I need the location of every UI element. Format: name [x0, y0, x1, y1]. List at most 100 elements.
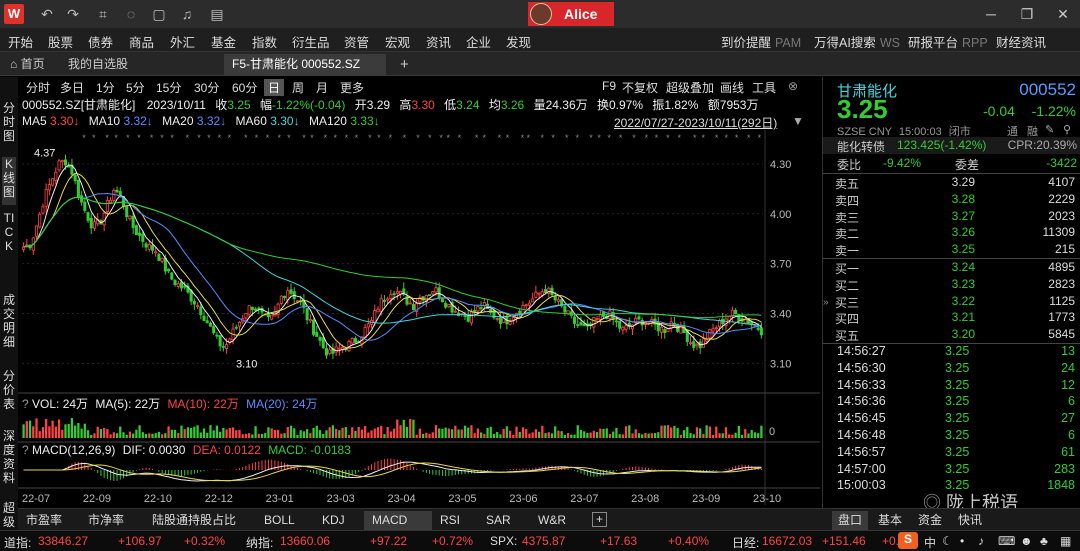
bid-row[interactable]: 买一 3.24 4895	[835, 260, 1075, 277]
indicator-hk-holding[interactable]: 陆股通持股占比	[152, 513, 237, 527]
minimize-icon[interactable]: ─	[986, 6, 996, 22]
f9-button[interactable]: F9	[602, 79, 617, 93]
indicator-rsi[interactable]: RSI	[440, 513, 461, 527]
period-5m[interactable]: 5分	[126, 81, 145, 95]
panel-tab-funds[interactable]: 资金	[918, 513, 943, 527]
menu-item[interactable]: 外汇	[170, 36, 196, 50]
keyboard-icon[interactable]: ⌨	[998, 534, 1016, 548]
menu-item[interactable]: 债券	[88, 36, 114, 50]
period-week[interactable]: 周	[292, 81, 305, 95]
overlay-button[interactable]: 超级叠加	[666, 81, 715, 95]
menu-price-alert[interactable]: 到价提醒 PAM	[721, 36, 802, 50]
shirt-icon[interactable]: ♣	[1040, 534, 1048, 548]
period-30m[interactable]: 30分	[194, 81, 220, 95]
ticker-name[interactable]: SPX:	[490, 534, 518, 548]
menu-item[interactable]: 基金	[211, 36, 237, 50]
add-tab-button[interactable]: +	[400, 56, 409, 73]
close-icon[interactable]: ✕	[1057, 6, 1069, 22]
redo-icon[interactable]: ↷	[67, 6, 79, 22]
grid-icon[interactable]: ▦	[1060, 534, 1072, 548]
tab-trade-detail[interactable]: 成交明细	[2, 293, 15, 349]
period-15m[interactable]: 15分	[156, 81, 182, 95]
menu-item[interactable]: 宏观	[385, 36, 411, 50]
mic-icon[interactable]: ♪	[978, 534, 984, 548]
tools-button[interactable]: 工具	[752, 81, 777, 95]
ticker-name[interactable]: 道指:	[4, 536, 32, 550]
restore-icon[interactable]: ❐	[1020, 6, 1034, 22]
undo-icon[interactable]: ↶	[41, 6, 53, 22]
tab-intraday[interactable]: 分时图	[2, 101, 15, 143]
panel-tab-basic[interactable]: 基本	[878, 513, 903, 527]
ask-row[interactable]: 卖一 3.25 215	[835, 242, 1075, 259]
menu-news[interactable]: 财经资讯	[996, 36, 1047, 50]
ime-logo-icon[interactable]: S	[898, 532, 918, 549]
tab-active-stock[interactable]: F5-甘肃能化 000552.SZ	[224, 54, 386, 75]
menu-ai-search[interactable]: 万得AI搜索 WS	[814, 36, 900, 50]
period-day[interactable]: 日	[264, 79, 285, 96]
menu-item[interactable]: 股票	[48, 36, 74, 50]
range-dropdown-icon[interactable]: ▼	[792, 114, 804, 128]
user-badge[interactable]: Alice	[528, 2, 614, 26]
adjust-button[interactable]: 不复权	[622, 81, 659, 95]
ask-row[interactable]: 卖二 3.26 11309	[835, 225, 1075, 242]
close-panel-icon[interactable]: ⊗	[788, 79, 799, 93]
period-60m[interactable]: 60分	[232, 81, 258, 95]
chat-icon[interactable]: ◌	[126, 6, 136, 22]
menu-item[interactable]: 发现	[506, 36, 532, 50]
document-icon[interactable]: ▤	[210, 6, 224, 22]
menu-item[interactable]: 指数	[252, 36, 278, 50]
menu-item[interactable]: 企业	[466, 36, 492, 50]
tab-price-table[interactable]: 分价表	[2, 369, 15, 411]
edit-icon[interactable]: ✎	[1045, 124, 1055, 136]
bid-row[interactable]: 买二 3.23 2823	[835, 277, 1075, 294]
tab-home[interactable]: ⌂ 首页	[10, 57, 45, 71]
ime-lang[interactable]: 中	[924, 536, 937, 550]
crop-icon[interactable]: ⌗	[99, 6, 107, 22]
menu-item[interactable]: 商品	[129, 36, 155, 50]
period-month[interactable]: 月	[316, 81, 329, 95]
help-icon[interactable]: ?	[22, 397, 29, 411]
square-icon[interactable]: ▢	[152, 6, 166, 22]
ask-row[interactable]: 卖三 3.27 2023	[835, 209, 1075, 226]
date-range[interactable]: 2022/07/27-2023/10/11(292日)	[614, 116, 778, 130]
tab-tick[interactable]: TICK	[3, 211, 15, 253]
indicator-pe[interactable]: 市盈率	[26, 513, 63, 527]
menu-item[interactable]: 资管	[344, 36, 370, 50]
bid-row[interactable]: 买三 3.22 1125	[835, 294, 1075, 311]
period-multi-day[interactable]: 多日	[60, 81, 85, 95]
panel-tab-quote[interactable]: 盘口	[832, 511, 869, 530]
panel-tab-flash[interactable]: 快讯	[958, 513, 983, 527]
bid-row[interactable]: 买四 3.21 1773	[835, 310, 1075, 327]
indicator-sar[interactable]: SAR	[486, 513, 511, 527]
dot-icon[interactable]: •	[960, 534, 965, 548]
bid-row[interactable]: 买五 3.20 5845	[835, 327, 1075, 344]
tab-depth[interactable]: 深度资料	[2, 429, 15, 485]
menu-item[interactable]: 资讯	[426, 36, 452, 50]
draw-line-button[interactable]: 画线	[720, 81, 745, 95]
period-1m[interactable]: 1分	[96, 81, 115, 95]
convertible-row[interactable]: 能化转债 123.425(-1.42%) CPR:20.39%	[823, 137, 1080, 154]
menu-item[interactable]: 衍生品	[292, 36, 330, 50]
ticker-name[interactable]: 纳指:	[246, 536, 274, 550]
period-intraday[interactable]: 分时	[26, 81, 51, 95]
indicator-kdj[interactable]: KDJ	[322, 513, 345, 527]
menu-item[interactable]: 开始	[8, 36, 34, 50]
period-more[interactable]: 更多	[340, 81, 365, 95]
ask-row[interactable]: 卖四 3.28 2229	[835, 192, 1075, 209]
moon-icon[interactable]: ☾	[942, 534, 953, 548]
kline-chart[interactable]: 4.304.003.703.403.104.373.10 22-07 22-09 2…	[18, 130, 820, 510]
tab-watchlist[interactable]: 我的自选股	[68, 57, 129, 71]
user-icon[interactable]: ☻	[1020, 534, 1033, 548]
expand-handle[interactable]: »	[823, 297, 829, 308]
tab-super[interactable]: 超级	[2, 501, 15, 529]
pin-icon[interactable]: ⚲	[1063, 124, 1072, 136]
indicator-boll[interactable]: BOLL	[264, 513, 295, 527]
help-icon[interactable]: ?	[22, 443, 29, 457]
indicator-macd[interactable]: MACD	[364, 511, 432, 530]
bell-icon[interactable]: ♫	[181, 6, 193, 22]
menu-research[interactable]: 研报平台 RPP	[908, 36, 988, 50]
indicator-pb[interactable]: 市净率	[88, 513, 125, 527]
indicator-wr[interactable]: W&R	[538, 513, 566, 527]
ask-row[interactable]: 卖五 3.29 4107	[835, 175, 1075, 192]
add-indicator-button[interactable]: +	[592, 512, 608, 527]
